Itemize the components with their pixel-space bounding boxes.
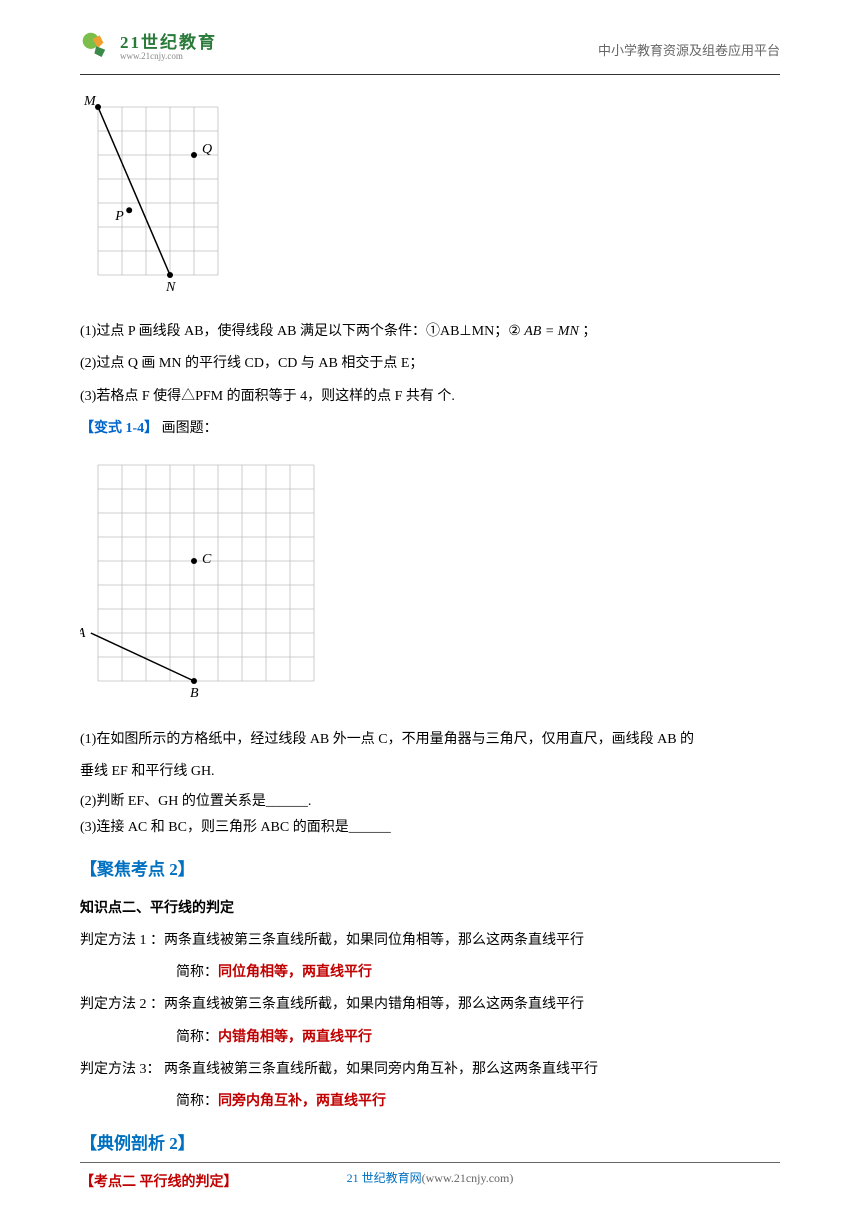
method-1: 判定方法 1 ：两条直线被第三条直线所截，如果同位角相等，那么这两条直线平行	[80, 925, 780, 957]
svg-text:Q: Q	[202, 142, 212, 157]
footer-site: 21 世纪教育网	[347, 1171, 422, 1185]
logo-icon	[80, 30, 116, 66]
q1-line3: (3)若格点 F 使得△PFM 的面积等于 4，则这样的点 F 共有 个.	[80, 381, 780, 413]
q2-line1b: 垂线 EF 和平行线 GH.	[80, 756, 780, 788]
knowledge-title: 知识点二、平行线的判定	[80, 893, 780, 925]
content-body: M N P Q (1)过点 P 画线段 AB，使得线段 AB 满足以下两个条件：①AB…	[80, 95, 780, 1199]
dianxing-heading: 【典例剖析 2】	[80, 1124, 780, 1163]
figure-2: A B C	[80, 453, 780, 716]
method-3: 判定方法 3： 两条直线被第三条直线所截，如果同旁内角互补，那么这两条直线平行	[80, 1054, 780, 1086]
svg-text:N: N	[165, 280, 176, 295]
variant-heading: 【变式 1-4】 画图题：	[80, 413, 780, 445]
svg-text:B: B	[190, 686, 199, 701]
method-1-short: 简称：同位角相等，两直线平行	[176, 957, 780, 989]
page-footer: 21 世纪教育网(www.21cnjy.com)	[80, 1162, 780, 1186]
logo-text: 21世纪教育 www.21cnjy.com	[120, 34, 217, 63]
q1-line2: (2)过点 Q 画 MN 的平行线 CD，CD 与 AB 相交于点 E；	[80, 348, 780, 380]
page-header: 21世纪教育 www.21cnjy.com 中小学教育资源及组卷应用平台	[80, 30, 780, 75]
svg-text:P: P	[114, 209, 124, 224]
variant-label: 【变式 1-4】	[80, 421, 158, 436]
svg-text:C: C	[202, 552, 212, 567]
q2-line2: (2)判断 EF、GH 的位置关系是______.	[80, 789, 780, 816]
header-right-text: 中小学教育资源及组卷应用平台	[598, 40, 780, 59]
svg-text:M: M	[83, 95, 97, 109]
method-2: 判定方法 2 ：两条直线被第三条直线所截，如果内错角相等，那么这两条直线平行	[80, 989, 780, 1021]
logo-url: www.21cnjy.com	[120, 52, 217, 62]
svg-text:A: A	[80, 626, 86, 641]
focus-heading: 【聚焦考点 2】	[80, 850, 780, 889]
logo: 21世纪教育 www.21cnjy.com	[80, 30, 217, 66]
variant-text: 画图题：	[162, 421, 218, 436]
figure-1: M N P Q	[80, 95, 780, 308]
method-3-short: 简称：同旁内角互补，两直线平行	[176, 1086, 780, 1118]
logo-cn: 21世纪教育	[120, 34, 217, 53]
q2-line1: (1)在如图所示的方格纸中，经过线段 AB 外一点 C，不用量角器与三角尺，仅用…	[80, 724, 780, 756]
footer-url: (www.21cnjy.com)	[422, 1171, 514, 1185]
q2-line3: (3)连接 AC 和 BC，则三角形 ABC 的面积是______	[80, 815, 780, 842]
q1-line1: (1)过点 P 画线段 AB，使得线段 AB 满足以下两个条件：①AB⊥MN；②…	[80, 316, 780, 348]
method-2-short: 简称：内错角相等，两直线平行	[176, 1022, 780, 1054]
